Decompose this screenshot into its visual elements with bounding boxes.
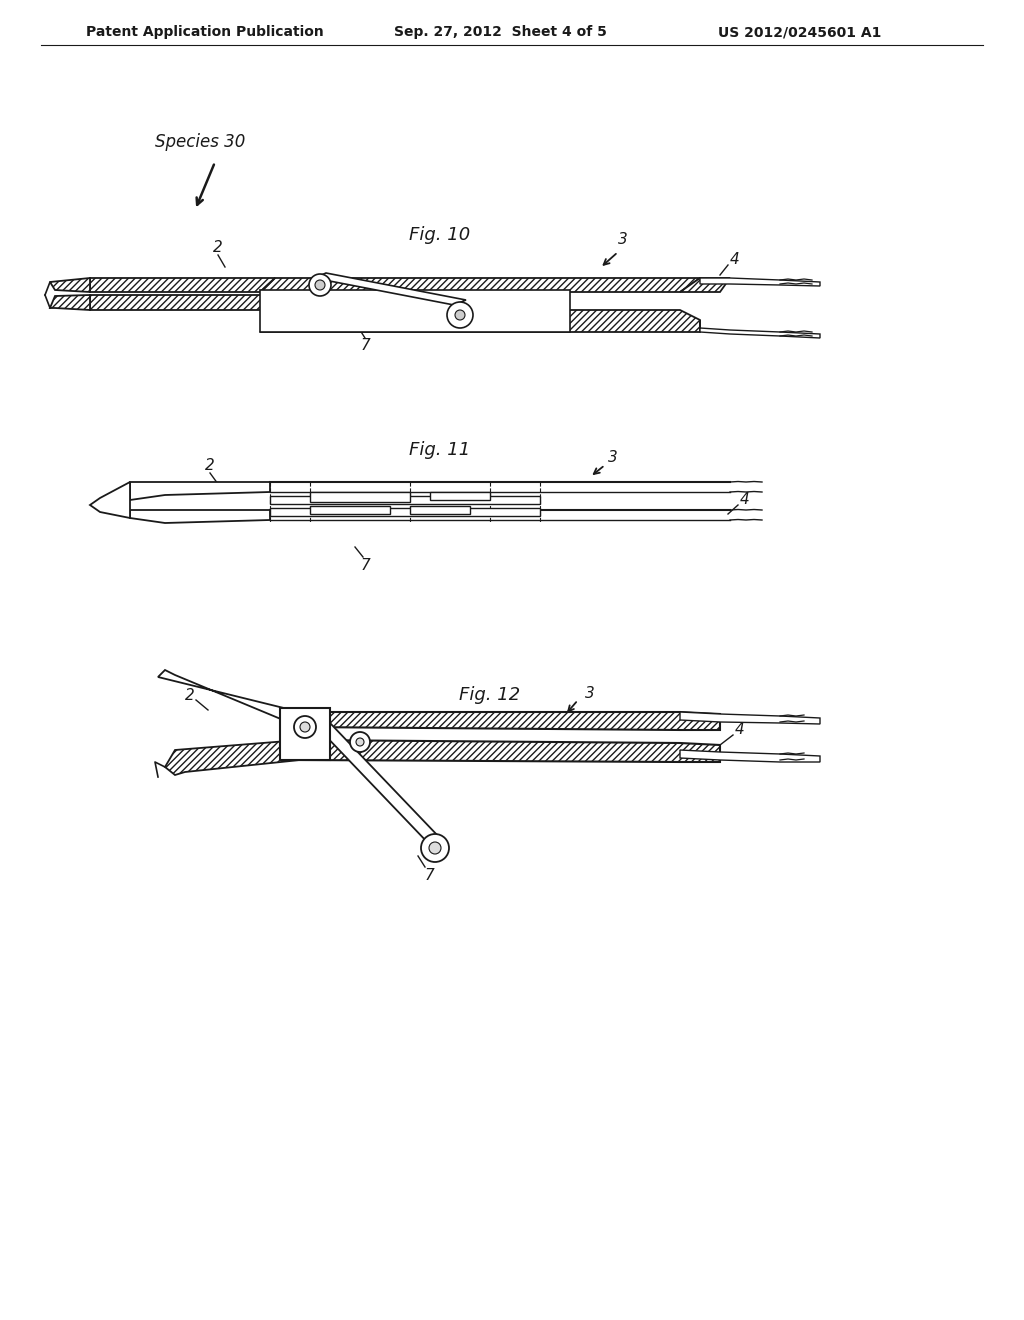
Circle shape: [447, 302, 473, 327]
Text: 4: 4: [740, 492, 750, 507]
Polygon shape: [300, 741, 720, 762]
FancyBboxPatch shape: [280, 708, 330, 760]
Circle shape: [300, 722, 310, 733]
Text: 2: 2: [213, 240, 223, 256]
Polygon shape: [50, 294, 90, 310]
Polygon shape: [90, 294, 275, 310]
Text: Fig. 11: Fig. 11: [410, 441, 471, 459]
Text: US 2012/0245601 A1: US 2012/0245601 A1: [718, 25, 882, 40]
Polygon shape: [130, 482, 270, 500]
FancyBboxPatch shape: [310, 506, 390, 513]
Circle shape: [356, 738, 364, 746]
Text: Fig. 12: Fig. 12: [460, 686, 520, 704]
Text: Sep. 27, 2012  Sheet 4 of 5: Sep. 27, 2012 Sheet 4 of 5: [393, 25, 606, 40]
Polygon shape: [260, 279, 700, 292]
Text: 3: 3: [608, 450, 617, 466]
Text: 4: 4: [735, 722, 744, 738]
Text: Species 30: Species 30: [155, 133, 246, 150]
Polygon shape: [50, 279, 90, 292]
Polygon shape: [90, 279, 275, 292]
Polygon shape: [165, 741, 300, 775]
Circle shape: [294, 715, 316, 738]
Text: 7: 7: [360, 557, 370, 573]
Polygon shape: [314, 273, 466, 305]
Text: 2: 2: [185, 688, 195, 702]
Text: 3: 3: [585, 685, 595, 701]
Text: 4: 4: [730, 252, 739, 268]
FancyBboxPatch shape: [260, 290, 570, 333]
Polygon shape: [270, 496, 540, 504]
Polygon shape: [158, 671, 300, 727]
Text: Fig. 10: Fig. 10: [410, 226, 471, 244]
Circle shape: [429, 842, 441, 854]
FancyBboxPatch shape: [430, 492, 490, 500]
Circle shape: [350, 733, 370, 752]
Polygon shape: [680, 279, 730, 292]
Polygon shape: [270, 508, 540, 516]
Text: 3: 3: [618, 232, 628, 248]
Polygon shape: [260, 294, 700, 333]
Text: 7: 7: [425, 867, 435, 883]
Polygon shape: [680, 750, 820, 762]
Text: Patent Application Publication: Patent Application Publication: [86, 25, 324, 40]
Polygon shape: [130, 510, 270, 523]
Text: 7: 7: [360, 338, 370, 354]
Polygon shape: [700, 319, 820, 338]
FancyBboxPatch shape: [310, 492, 410, 502]
Polygon shape: [700, 279, 820, 286]
Polygon shape: [90, 482, 130, 517]
Text: 2: 2: [205, 458, 215, 473]
Circle shape: [315, 280, 325, 290]
Circle shape: [309, 275, 331, 296]
Circle shape: [455, 310, 465, 319]
Polygon shape: [680, 711, 820, 723]
Circle shape: [421, 834, 449, 862]
Polygon shape: [300, 711, 720, 730]
Polygon shape: [319, 723, 440, 845]
FancyBboxPatch shape: [410, 506, 470, 513]
